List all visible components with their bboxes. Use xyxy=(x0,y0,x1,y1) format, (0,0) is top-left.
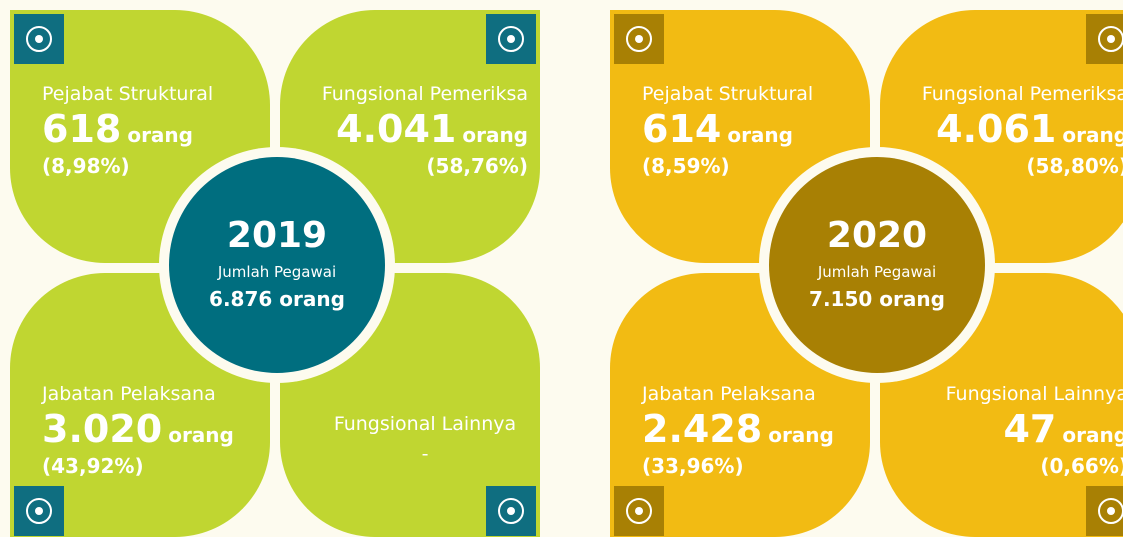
item-count-line: 2.428 orang xyxy=(642,407,834,451)
panel: 2019 Jumlah Pegawai 6.876 orang Pejabat Str… xyxy=(10,10,540,537)
item-title: Jabatan Pelaksana xyxy=(641,383,816,405)
item-unit: orang xyxy=(168,423,234,447)
item-count: 4.041 xyxy=(336,107,456,151)
icon-box xyxy=(1086,14,1123,64)
item-count-line: 47 orang xyxy=(1003,407,1123,451)
item-count: 2.428 xyxy=(642,407,762,451)
item-percent: (8,59%) xyxy=(642,154,730,178)
icon xyxy=(1107,35,1115,43)
item-title: Fungsional Lainnya xyxy=(946,383,1123,405)
icon xyxy=(498,26,524,52)
icon xyxy=(635,507,643,515)
item-count-line: 4.061 orang xyxy=(936,107,1123,151)
item-title: Fungsional Pemeriksa xyxy=(322,83,528,105)
item-percent: (33,96%) xyxy=(642,454,744,478)
item-title: Pejabat Struktural xyxy=(642,83,813,105)
icon xyxy=(1107,507,1115,515)
item-title: Pejabat Struktural xyxy=(42,83,213,105)
center-circle xyxy=(169,157,385,373)
item-count: 614 xyxy=(642,107,721,151)
item-percent: (0,66%) xyxy=(1040,454,1123,478)
icon xyxy=(626,26,652,52)
icon xyxy=(26,498,52,524)
item-percent: (58,76%) xyxy=(426,154,528,178)
subtitle: Jumlah Pegawai xyxy=(217,263,336,281)
item-unit: orang xyxy=(127,123,193,147)
item-count: 47 xyxy=(1003,407,1056,451)
item-percent: (43,92%) xyxy=(42,454,144,478)
item-unit: orang xyxy=(1062,123,1123,147)
item-title: Fungsional Pemeriksa xyxy=(922,83,1123,105)
year: 2019 xyxy=(227,215,327,256)
icon xyxy=(635,35,643,43)
total: 7.150 orang xyxy=(809,287,945,311)
item-percent: (8,98%) xyxy=(42,154,130,178)
panel: 2020 Jumlah Pegawai 7.150 orang Pejabat Str… xyxy=(610,10,1123,537)
icon xyxy=(626,498,652,524)
item-count: 618 xyxy=(42,107,121,151)
icon-box xyxy=(1086,486,1123,536)
total: 6.876 orang xyxy=(209,287,345,311)
item-count: - xyxy=(422,443,429,465)
icon xyxy=(35,507,43,515)
item-title: Fungsional Lainnya xyxy=(334,413,516,435)
item-unit: orang xyxy=(1062,423,1123,447)
icon xyxy=(507,507,515,515)
item-count: 4.061 xyxy=(936,107,1056,151)
icon xyxy=(507,35,515,43)
item-percent: (58,80%) xyxy=(1026,154,1123,178)
item-count: 3.020 xyxy=(42,407,162,451)
icon xyxy=(1098,26,1123,52)
item-unit: orang xyxy=(462,123,528,147)
item-title: Jabatan Pelaksana xyxy=(41,383,216,405)
icon xyxy=(26,26,52,52)
item-count-line: 3.020 orang xyxy=(42,407,234,451)
item-unit: orang xyxy=(768,423,834,447)
icon xyxy=(498,498,524,524)
icon xyxy=(1098,498,1123,524)
item-unit: orang xyxy=(727,123,793,147)
subtitle: Jumlah Pegawai xyxy=(817,263,936,281)
icon xyxy=(35,35,43,43)
item-count-line: 614 orang xyxy=(642,107,793,151)
center-circle xyxy=(769,157,985,373)
item-count-line: 618 orang xyxy=(42,107,193,151)
year: 2020 xyxy=(827,215,927,256)
item-count-line: 4.041 orang xyxy=(336,107,528,151)
